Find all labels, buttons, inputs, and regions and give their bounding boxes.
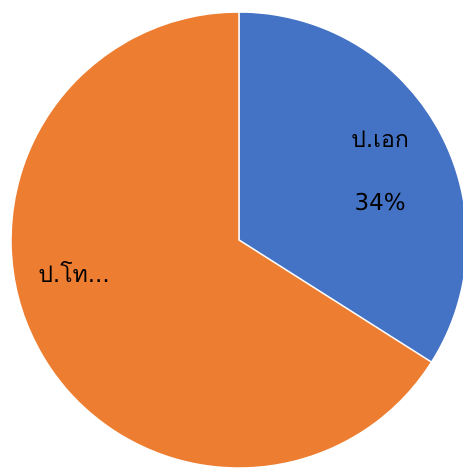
slice-label-masters: ป.โท... [38, 261, 109, 288]
pie-slices [10, 11, 463, 469]
slice-value-label-phd: 34% [354, 190, 405, 216]
pie-labels: ป.เอก 34% ป.โท... [38, 127, 408, 288]
slice-label-phd: ป.เอก [351, 127, 409, 153]
pie-slice-1 [10, 11, 433, 469]
pie-slice-0 [238, 11, 463, 364]
